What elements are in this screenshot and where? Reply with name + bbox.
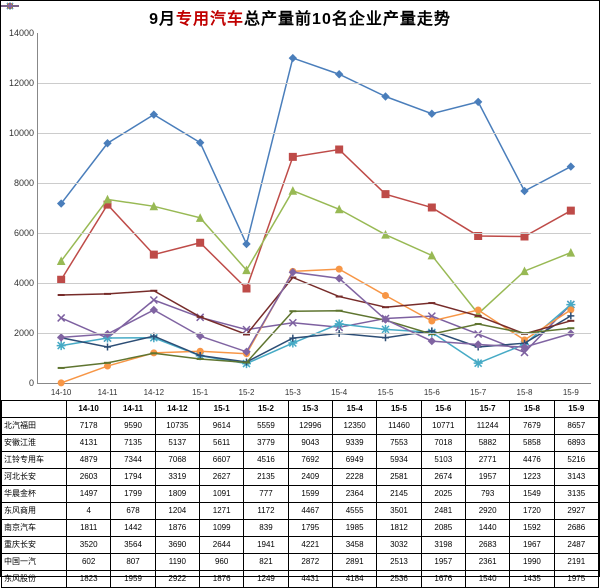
table-row: 东风股份182319592922187612494431418425361676… — [2, 571, 599, 588]
data-table: 14-1014-1114-1215-115-215-315-415-515-61… — [1, 400, 599, 588]
